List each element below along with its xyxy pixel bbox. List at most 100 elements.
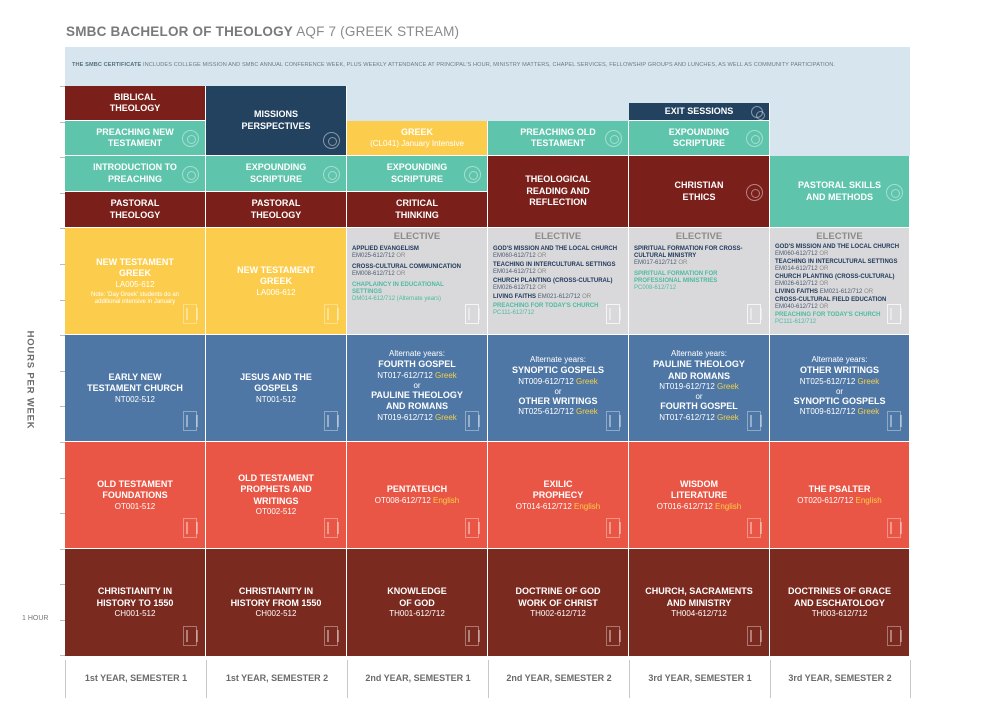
- greek-tag: Greek: [576, 376, 598, 386]
- college-logo-icon: [324, 411, 339, 431]
- th-4-cell: DOCTRINE OF GOD WORK OF CHRIST TH002-612…: [488, 549, 629, 657]
- nt-4-b-title: OTHER WRITINGS: [518, 395, 598, 406]
- college-seal-icon: [464, 165, 481, 183]
- elective-heading: ELECTIVE: [675, 231, 723, 242]
- th-3-cell: KNOWLEDGE OF GOD TH001-612/712: [347, 549, 488, 657]
- th-4-code: TH002-612/712: [530, 609, 586, 618]
- semester-label-1: 1st YEAR, SEMESTER 1: [84, 673, 188, 683]
- nt-3-b-title: PAULINE THEOLOGY AND ROMANS: [371, 389, 463, 412]
- greek-tag: Greek: [717, 382, 739, 391]
- or-label: or: [695, 392, 703, 401]
- intro-preaching-title: INTRODUCTION TO PREACHING: [93, 162, 177, 184]
- tick: [60, 228, 65, 229]
- column-divider: [347, 660, 348, 698]
- nt-1-title: EARLY NEW TESTAMENT CHURCH: [87, 371, 183, 394]
- alternate-years-label: Alternate years:: [388, 349, 446, 358]
- th-3-code: TH001-612/712: [389, 609, 445, 618]
- college-logo-icon: [747, 304, 762, 324]
- title-rest: AQF 7 (GREEK STREAM): [296, 24, 460, 39]
- pastoral-theology-2-title: PASTORAL THEOLOGY: [250, 198, 302, 220]
- ot-2-cell: OLD TESTAMENT PROPHETS AND WRITINGS OT00…: [206, 442, 347, 549]
- pastoral-theology-1-title: PASTORAL THEOLOGY: [109, 198, 161, 220]
- th-6-cell: DOCTRINES OF GRACE AND ESCHATOLOGY TH003…: [770, 549, 910, 657]
- or-label: or: [554, 386, 562, 396]
- elective-3-cell: ELECTIVE SPIRITUAL FORMATION FOR CROSS-C…: [629, 228, 770, 335]
- college-logo-icon: [324, 304, 339, 324]
- th-4-title: DOCTRINE OF GOD WORK OF CHRIST: [515, 586, 601, 608]
- elective-course-code: EM021-612/712: [537, 294, 581, 300]
- college-logo-icon: [183, 518, 198, 538]
- tick: [60, 620, 65, 621]
- pastoral-theology-2-cell: PASTORAL THEOLOGY: [206, 192, 347, 228]
- elective-course-code: EM026-612/712: [775, 281, 818, 287]
- ot-4-title: EXILIC PROPHECY: [532, 478, 584, 501]
- semester-label-5: 3rd YEAR, SEMESTER 1: [648, 673, 752, 683]
- or-label: OR: [537, 269, 547, 275]
- nt-5-b-title: FOURTH GOSPEL: [660, 401, 738, 411]
- greek-tag: Greek: [435, 412, 457, 422]
- college-logo-icon: [887, 411, 902, 431]
- tick: [60, 371, 65, 372]
- nt-greek-2-title: NEW TESTAMENT GREEK: [237, 264, 315, 287]
- alternate-years-label: Alternate years:: [670, 349, 728, 358]
- college-logo-icon: [465, 626, 480, 646]
- english-tag: English: [433, 495, 460, 505]
- th-5-title: CHURCH, SACRAMENTS AND MINISTRY: [645, 586, 753, 608]
- tick: [60, 193, 65, 194]
- greek-tag: Greek: [435, 370, 457, 380]
- intro-preaching-cell: INTRODUCTION TO PREACHING: [65, 156, 206, 192]
- certificate-lead: THE SMBC CERTIFICATE: [72, 62, 142, 68]
- missions-perspectives-cell: MISSIONS PERSPECTIVES: [206, 86, 347, 156]
- biblical-theology-cell: BIBLICAL THEOLOGY: [65, 86, 206, 121]
- nt-6-a-code: NT025-612/712: [799, 376, 856, 386]
- or-label: OR: [864, 289, 874, 295]
- column-divider: [206, 660, 207, 698]
- nt-3-a-code: NT017-612/712: [377, 370, 433, 380]
- nt-5-cell: Alternate years: PAULINE THEOLOGY AND RO…: [629, 335, 770, 442]
- college-seal-icon: [182, 130, 199, 147]
- column-divider: [488, 660, 489, 698]
- y-axis-label-text: HOURS PER WEEK: [24, 330, 36, 430]
- or-label: OR: [819, 251, 829, 257]
- college-logo-icon: [887, 626, 902, 646]
- nt-6-b-title: SYNOPTIC GOSPELS: [793, 395, 886, 406]
- column-divider: [910, 660, 911, 698]
- nt-5-a-code: NT019-612/712: [659, 382, 715, 391]
- nt-6-b-code: NT009-612/712: [799, 407, 856, 416]
- ot-2-code: OT002-512: [255, 507, 297, 517]
- nt-4-a-title: SYNOPTIC GOSPELS: [511, 365, 605, 375]
- expounding-scripture-2-title: EXPOUNDING SCRIPTURE: [386, 162, 448, 184]
- th-6-title: DOCTRINES OF GRACE AND ESCHATOLOGY: [787, 586, 891, 608]
- college-seal-icon: [751, 105, 765, 120]
- nt-greek-2-code: LA006-612: [256, 287, 296, 297]
- or-label: OR: [537, 285, 547, 291]
- tick: [60, 442, 65, 443]
- or-label: OR: [819, 281, 829, 287]
- elective-course-code: EM040-612/712: [775, 304, 818, 310]
- college-logo-icon: [747, 411, 762, 431]
- english-tag: English: [574, 501, 601, 511]
- english-tag: English: [715, 501, 742, 511]
- elective-course-title: TEACHING IN INTERCULTURAL SETTINGS: [493, 262, 616, 268]
- or-label: OR: [396, 271, 406, 277]
- th-6-code: TH003-612/712: [811, 609, 868, 618]
- elective-heading: ELECTIVE: [534, 231, 582, 242]
- college-logo-icon: [465, 411, 480, 431]
- college-logo-icon: [887, 518, 902, 538]
- greek-tag: Greek: [857, 407, 880, 416]
- elective-course-code: PC111-612/712: [775, 319, 817, 325]
- expounding-scripture-3-title: EXPOUNDING SCRIPTURE: [668, 126, 730, 149]
- college-logo-icon: [606, 411, 621, 431]
- elective-course-title: CHURCH PLANTING (CROSS-CULTURAL): [775, 274, 895, 280]
- english-tag: English: [855, 495, 882, 505]
- th-1-code: CH001-512: [114, 609, 156, 618]
- tick: [60, 655, 65, 656]
- greek-intensive-title: GREEK: [400, 127, 433, 138]
- tick: [60, 584, 65, 585]
- th-5-code: TH004-612/712: [671, 609, 727, 618]
- college-logo-icon: [183, 304, 198, 324]
- th-2-code: CH002-512: [255, 609, 297, 618]
- nt-greek-1-code: LA005-612: [115, 279, 155, 289]
- nt-greek-1-note: Note: 'Day Greek' students do an additio…: [91, 291, 180, 305]
- preaching-nt-cell: PREACHING NEW TESTAMENT: [65, 121, 206, 156]
